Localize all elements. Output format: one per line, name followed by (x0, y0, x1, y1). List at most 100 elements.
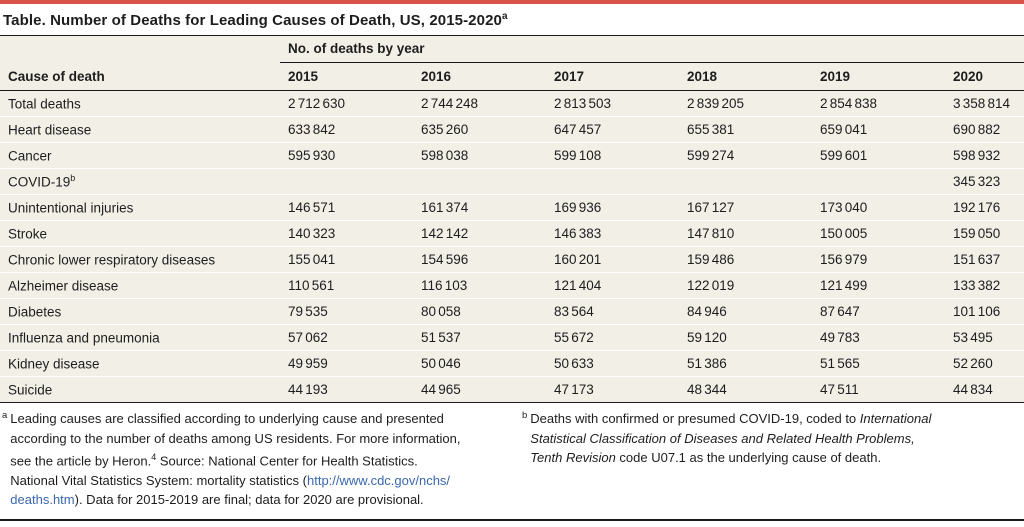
value-cell: 87 647 (812, 298, 945, 325)
cause-cell: Unintentional injuries (0, 194, 280, 221)
footnote-a-marker: a (2, 410, 8, 421)
cause-label: Chronic lower respiratory diseases (8, 252, 216, 268)
value-cell: 159 050 (945, 220, 1024, 247)
cause-label: Total deaths (8, 96, 81, 112)
row-kidney-disease: Kidney disease 49 959 50 046 50 633 51 3… (0, 350, 1024, 377)
cause-cell: Chronic lower respiratory diseases (0, 246, 280, 273)
value-cell: 50 046 (413, 350, 546, 377)
cause-label: Kidney disease (8, 356, 100, 372)
value-cell: 101 106 (945, 298, 1024, 325)
value-cell: 122 019 (679, 272, 812, 299)
value-cell: 47 511 (812, 376, 945, 403)
value-cell: 159 486 (679, 246, 812, 273)
cause-cell: Kidney disease (0, 350, 280, 377)
value-cell: 151 637 (945, 246, 1024, 273)
value-cell: 173 040 (812, 194, 945, 221)
value-cell: 49 783 (812, 324, 945, 351)
value-cell: 79 535 (280, 298, 413, 325)
cause-label: COVID-19 (8, 174, 71, 190)
value-cell: 147 810 (679, 220, 812, 247)
cause-label: Heart disease (8, 122, 92, 138)
cause-cell: COVID-19b (0, 168, 280, 195)
value-cell: 2 854 838 (812, 90, 945, 117)
value-cell: 47 173 (546, 376, 679, 403)
footnote-b: b Deaths with confirmed or presumed COVI… (512, 409, 931, 468)
value-cell: 2 813 503 (546, 90, 679, 117)
footnote-a: a Leading causes are classified accordin… (2, 409, 512, 510)
value-cell: 121 499 (812, 272, 945, 299)
cause-cell: Alzheimer disease (0, 272, 280, 299)
value-cell: 156 979 (812, 246, 945, 273)
value-cell (413, 168, 546, 195)
value-cell: 690 882 (945, 116, 1024, 143)
value-cell: 599 601 (812, 142, 945, 169)
value-cell: 659 041 (812, 116, 945, 143)
value-cell: 595 930 (280, 142, 413, 169)
icd-citation-italic: Statistical Classification of Diseases a… (530, 430, 915, 446)
value-cell: 598 932 (945, 142, 1024, 169)
table-title-footnote-marker: a (501, 11, 508, 22)
cause-label: Suicide (8, 382, 53, 398)
value-cell (679, 168, 812, 195)
footnote-a-text: Leading causes are classified according … (10, 411, 461, 508)
row-unintentional-injuries: Unintentional injuries 146 571 161 374 1… (0, 194, 1024, 221)
row-stroke: Stroke 140 323 142 142 146 383 147 810 1… (0, 220, 1024, 247)
value-cell: 150 005 (812, 220, 945, 247)
value-cell: 3 358 814 (945, 90, 1024, 117)
cdc-nchs-link[interactable]: http://www.cdc.gov/nchs/ (306, 472, 451, 488)
cause-cell: Stroke (0, 220, 280, 247)
bottom-rule (0, 518, 1024, 521)
icd-citation-italic: International (859, 411, 932, 426)
value-cell: 146 571 (280, 194, 413, 221)
row-heart-disease: Heart disease 633 842 635 260 647 457 65… (0, 116, 1024, 143)
cause-cell: Total deaths (0, 90, 280, 117)
value-cell: 598 038 (413, 142, 546, 169)
year-header-2017: 2017 (546, 62, 679, 91)
value-cell: 49 959 (280, 350, 413, 377)
value-cell: 655 381 (679, 116, 812, 143)
value-cell: 142 142 (413, 220, 546, 247)
cdc-nchs-link[interactable]: deaths.htm (10, 492, 75, 508)
value-cell: 51 565 (812, 350, 945, 377)
group-header-cell: No. of deaths by year (280, 36, 1024, 63)
row-influenza-and-pneumonia: Influenza and pneumonia 57 062 51 537 55… (0, 324, 1024, 351)
value-cell: 51 386 (679, 350, 812, 377)
cause-cell: Influenza and pneumonia (0, 324, 280, 351)
value-cell: 57 062 (280, 324, 413, 351)
value-cell: 83 564 (546, 298, 679, 325)
value-cell: 110 561 (280, 272, 413, 299)
year-header-2018: 2018 (679, 62, 812, 91)
value-cell: 116 103 (413, 272, 546, 299)
footnote-b-text: Deaths with confirmed or presumed COVID-… (530, 411, 932, 465)
value-cell: 647 457 (546, 116, 679, 143)
value-cell: 52 260 (945, 350, 1024, 377)
value-cell: 53 495 (945, 324, 1024, 351)
value-cell: 160 201 (546, 246, 679, 273)
value-cell: 80 058 (413, 298, 546, 325)
value-cell (280, 168, 413, 195)
cause-label: Diabetes (8, 304, 62, 320)
table-title: Table. Number of Deaths for Leading Caus… (0, 4, 1024, 36)
table-title-text: Table. Number of Deaths for Leading Caus… (3, 12, 502, 29)
value-cell: 2 839 205 (679, 90, 812, 117)
cause-cell: Cancer (0, 142, 280, 169)
row-alzheimer-disease: Alzheimer disease 110 561 116 103 121 40… (0, 272, 1024, 299)
value-cell: 635 260 (413, 116, 546, 143)
icd-citation-italic: Tenth Revision (530, 450, 616, 465)
value-cell: 50 633 (546, 350, 679, 377)
value-cell (546, 168, 679, 195)
cause-cell: Suicide (0, 376, 280, 403)
value-cell: 55 672 (546, 324, 679, 351)
cause-label: Alzheimer disease (8, 278, 119, 294)
value-cell: 155 041 (280, 246, 413, 273)
year-header-2019: 2019 (812, 62, 945, 91)
cause-footnote-marker: b (70, 173, 76, 184)
reference-4-marker: 4 (151, 452, 157, 462)
value-cell: 133 382 (945, 272, 1024, 299)
value-cell: 121 404 (546, 272, 679, 299)
value-cell: 44 965 (413, 376, 546, 403)
year-header-2016: 2016 (413, 62, 546, 91)
cause-label: Cancer (8, 148, 52, 164)
value-cell: 84 946 (679, 298, 812, 325)
